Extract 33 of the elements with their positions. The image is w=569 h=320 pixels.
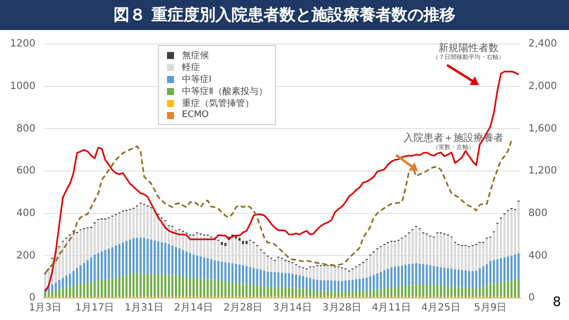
legend-label: ECMO (180, 109, 210, 121)
x-tick-label: 4月11日 (372, 302, 411, 314)
y-tick-label: 1200 (10, 38, 36, 50)
chart-title: 図８ 重症度別入院患者数と施設療養者数の推移 (0, 0, 569, 30)
y2-tick-label: 2,400 (528, 38, 558, 50)
y2-tick-label: 400 (528, 250, 548, 262)
y2-tick-label: 800 (528, 208, 548, 219)
legend-label: 中等症Ⅰ (180, 74, 213, 85)
x-tick-label: 1月17日 (75, 302, 114, 314)
x-tick-label: 2月28日 (224, 302, 263, 314)
y-tick-label: 800 (16, 123, 36, 134)
y2-tick-label: 2,000 (528, 80, 558, 92)
y-tick-label: 1000 (10, 80, 36, 92)
y2-tick-label: 0 (528, 292, 535, 304)
x-tick-label: 1月31日 (124, 302, 164, 314)
y-tick-label: 600 (16, 166, 36, 177)
text: 8 (552, 295, 561, 310)
y2-tick-label: 1,200 (528, 166, 558, 177)
y-tick-label: 200 (16, 250, 36, 262)
x-tick-label: 2月14日 (174, 302, 214, 314)
legend-label: 重症（気管挿管） (180, 98, 255, 109)
x-tick-label: 3月14日 (272, 302, 312, 314)
x-tick-label: 5月9日 (474, 302, 507, 314)
x-tick-label: 4月25日 (421, 302, 460, 314)
x-tick-label: 1月3日 (28, 302, 62, 314)
legend-label: 中等症Ⅱ（酸素投与） (180, 86, 268, 97)
legend-label: 軽症 (180, 62, 201, 73)
y-tick-label: 400 (16, 208, 36, 219)
y-tick-label: 0 (29, 292, 36, 304)
x-tick-label: 3月28日 (322, 302, 362, 314)
series-label: 新規陽性者数 (438, 42, 499, 54)
legend-label: 無症候 (180, 50, 210, 61)
y2-tick-label: 1,600 (528, 123, 558, 134)
